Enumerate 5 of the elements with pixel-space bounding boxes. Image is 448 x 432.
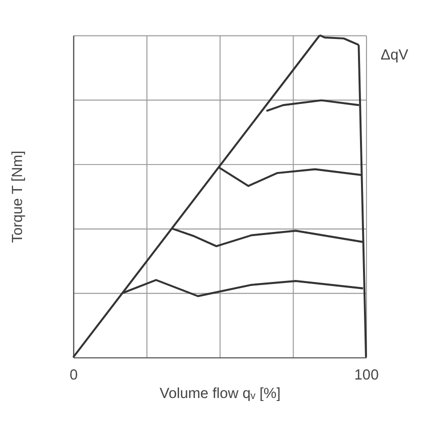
x-axis-title: Volume flow qᵥ [%] xyxy=(160,386,281,402)
x-tick-label: 100 xyxy=(354,367,379,384)
text: ΔqV xyxy=(380,48,409,64)
y-axis-title: Torque T [Nm] xyxy=(10,150,26,243)
x-tick-label: 0 xyxy=(70,367,78,384)
